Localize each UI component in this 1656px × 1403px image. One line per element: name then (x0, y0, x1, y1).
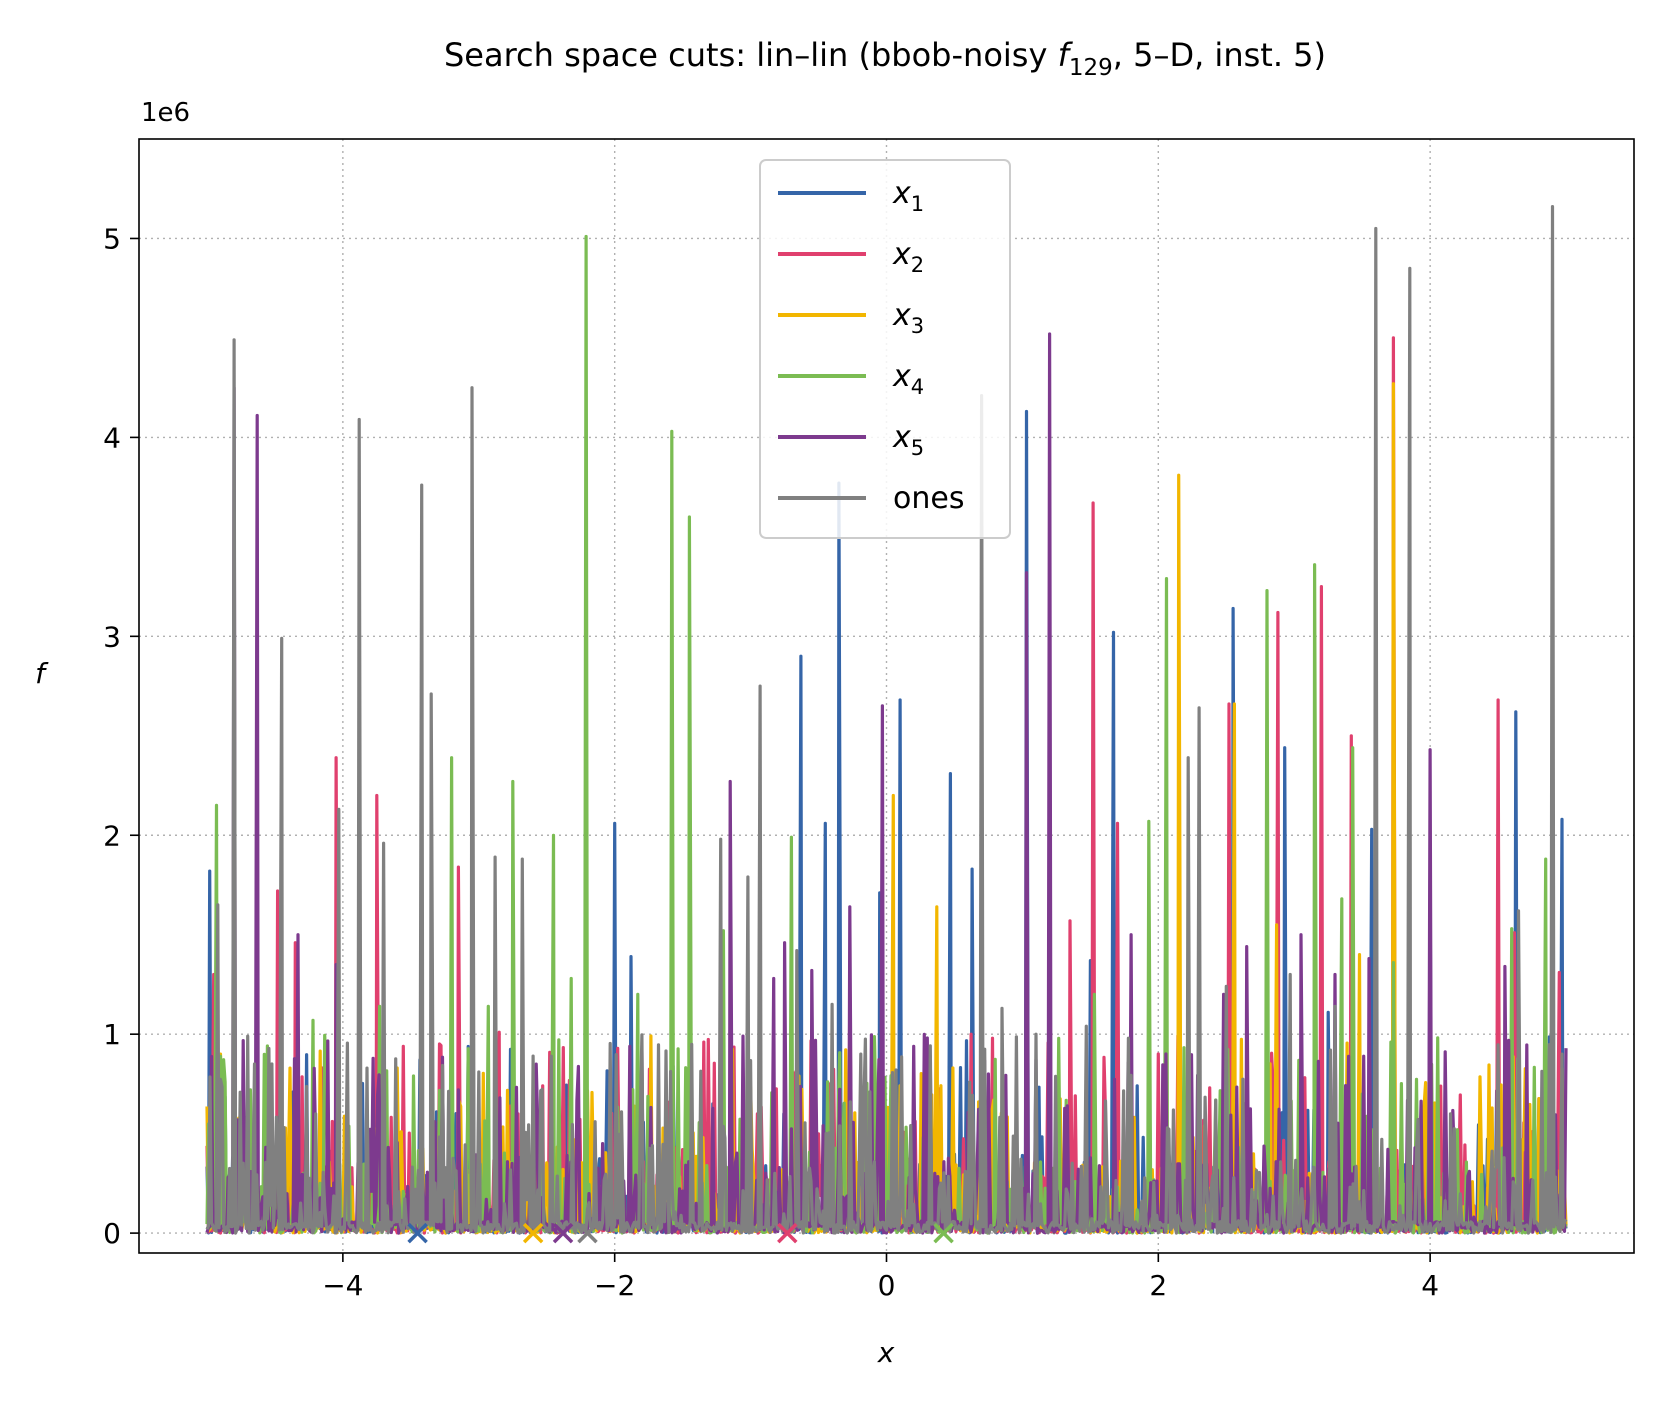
y-tick-label: 2 (103, 819, 121, 852)
legend-label: x5 (892, 420, 924, 460)
optimum-markers (407, 1222, 954, 1244)
legend: x1 x2 x3 x4 x5 ones (759, 159, 1011, 539)
axis-ticks: −4 −2 0 2 4 0 1 2 3 4 5 (103, 222, 1439, 1302)
y-tick-label: 5 (103, 222, 121, 255)
optimum-marker-x4 (933, 1222, 954, 1244)
y-tick-label: 1 (103, 1018, 121, 1051)
x-tick-label: −2 (594, 1269, 635, 1302)
optimum-marker-x5 (552, 1222, 574, 1244)
x-tick-label: 2 (1149, 1269, 1167, 1302)
optimum-marker-x1 (407, 1222, 428, 1244)
x-axis-label: x (877, 1336, 895, 1369)
legend-label: x1 (892, 176, 924, 216)
x-tick-label: −4 (322, 1269, 363, 1302)
y-tick-label: 3 (103, 620, 121, 653)
legend-label: x2 (892, 237, 924, 277)
optimum-marker-ones (577, 1222, 598, 1244)
chart-title: Search space cuts: lin–lin (bbob-noisy f… (444, 36, 1326, 81)
y-tick-label: 0 (103, 1217, 121, 1250)
y-offset-label: 1e6 (141, 98, 190, 128)
optimum-marker-x3 (522, 1222, 544, 1244)
x-tick-label: 0 (878, 1269, 896, 1302)
legend-label: x4 (892, 359, 924, 399)
x-tick-label: 4 (1421, 1269, 1439, 1302)
plot-series (205, 205, 1568, 1235)
legend-box (759, 159, 1011, 539)
legend-label: ones (893, 481, 964, 516)
legend-label: x3 (892, 298, 924, 338)
optimum-marker-x2 (777, 1222, 798, 1244)
series-line-ones (205, 205, 1568, 1235)
y-tick-label: 4 (103, 421, 121, 454)
